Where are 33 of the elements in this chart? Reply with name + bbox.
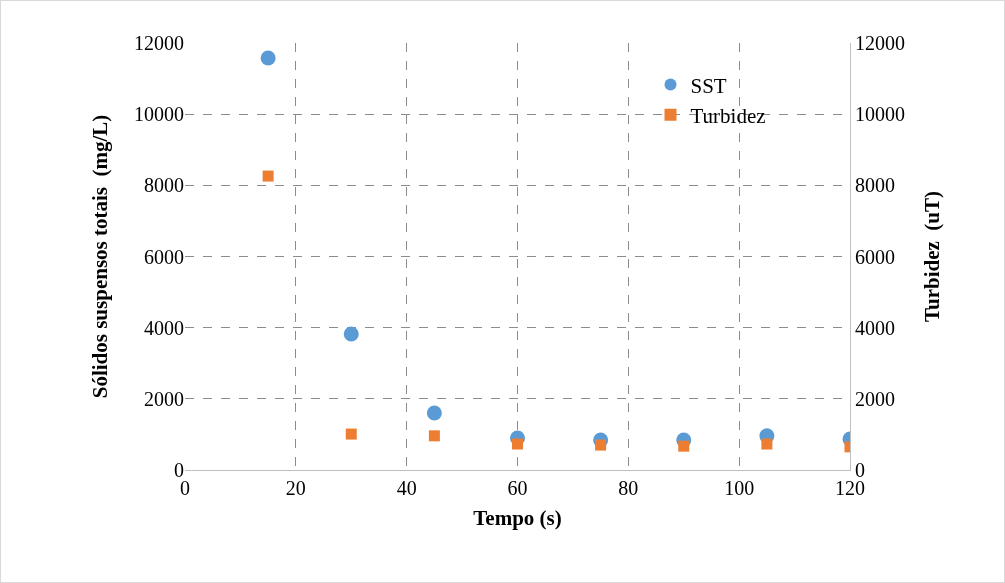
y-tick-label: 10000 [134, 103, 184, 126]
point [345, 428, 357, 440]
point [428, 430, 440, 442]
y-tick-label: 0 [174, 459, 184, 481]
point [512, 438, 523, 450]
y-tick-label: 2000 [144, 387, 184, 410]
point [343, 326, 359, 342]
y-tick-label: 4000 [144, 316, 184, 339]
y-tick-label: 8000 [144, 174, 184, 197]
y2-axis-title: Turbidez (uT) [920, 190, 945, 323]
x-tick-label: 40 [396, 477, 417, 499]
x-tick-label: 20 [285, 477, 306, 499]
x-tick-label: 60 [507, 477, 528, 499]
y-axis-title: Sólidos suspensos totais (mg/L) [88, 114, 113, 399]
y-tick-label: 12000 [134, 32, 184, 54]
y2-tick-label: 4000 [855, 316, 895, 339]
y2-tick-label: 6000 [855, 245, 895, 268]
legend-label: SST [690, 73, 727, 98]
x-tick-label: 100 [724, 477, 755, 499]
point [595, 439, 607, 451]
y2-tick-label: 8000 [855, 174, 895, 197]
point [426, 405, 442, 421]
y2-tick-label: 10000 [855, 103, 905, 126]
point [262, 170, 274, 182]
y2-tick-label: 12000 [855, 32, 905, 54]
point [761, 438, 773, 450]
x-axis-title: Tempo (s) [473, 506, 562, 531]
point [260, 50, 276, 66]
y-tick-label: 6000 [144, 245, 184, 268]
point [678, 440, 690, 452]
legend-label: Turbidez [690, 103, 766, 128]
x-tick-label: 80 [618, 477, 639, 499]
y2-tick-label: 2000 [855, 387, 895, 410]
